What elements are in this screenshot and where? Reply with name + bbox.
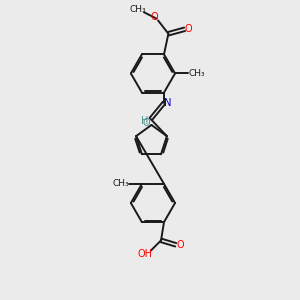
Text: O: O	[151, 12, 158, 22]
Text: CH₃: CH₃	[188, 69, 205, 78]
Text: N: N	[164, 98, 172, 108]
Text: O: O	[176, 240, 184, 250]
Text: H: H	[141, 116, 148, 125]
Text: O: O	[184, 24, 192, 34]
Text: CH₃: CH₃	[129, 5, 146, 14]
Text: OH: OH	[138, 249, 153, 259]
Text: O: O	[142, 118, 150, 128]
Text: CH₃: CH₃	[112, 179, 129, 188]
